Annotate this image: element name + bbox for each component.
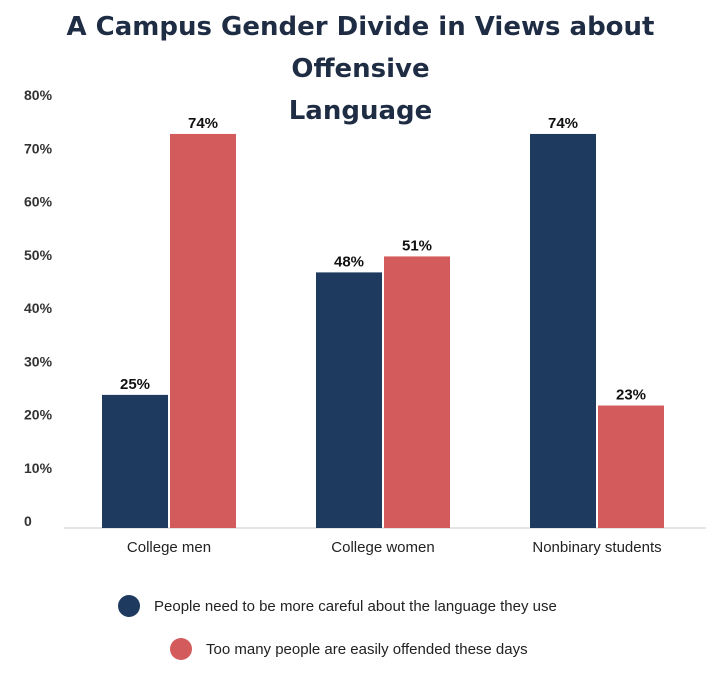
y-tick-label: 10% [24,460,53,476]
bar-value-label: 51% [402,237,432,254]
bar [384,256,450,528]
chart-title: A Campus Gender Divide in Views about Of… [0,6,721,132]
chart-title-line-2: Language [288,96,433,126]
y-tick-label: 0 [24,513,32,529]
x-tick-label: Nonbinary students [532,539,661,556]
y-tick-label: 60% [24,194,53,210]
bar [316,272,382,528]
bar-value-label: 25% [120,376,150,393]
legend-swatch-offended [170,638,192,660]
bar [598,405,664,528]
bar [170,133,236,528]
y-tick-label: 80% [24,87,53,103]
y-tick-label: 70% [24,140,53,156]
chart-title-line-1: A Campus Gender Divide in Views about Of… [66,12,655,84]
bar-value-label: 48% [334,253,364,270]
bar-value-label: 74% [188,115,218,132]
bar [102,394,168,528]
y-tick-label: 20% [24,407,53,423]
legend-label-careful: People need to be more careful about the… [154,597,557,615]
legend-item-offended: Too many people are easily offended thes… [170,637,528,661]
y-tick-label: 40% [24,300,53,316]
x-tick-label: College men [127,539,211,556]
legend-label-offended: Too many people are easily offended thes… [206,640,528,658]
y-tick-label: 50% [24,247,53,263]
y-tick-label: 30% [24,353,53,369]
x-tick-label: College women [331,539,434,556]
bar-value-label: 74% [548,115,578,132]
legend-item-careful: People need to be more careful about the… [118,594,557,618]
bar [530,133,596,528]
legend-swatch-careful [118,595,140,617]
bar-value-label: 23% [616,387,646,404]
